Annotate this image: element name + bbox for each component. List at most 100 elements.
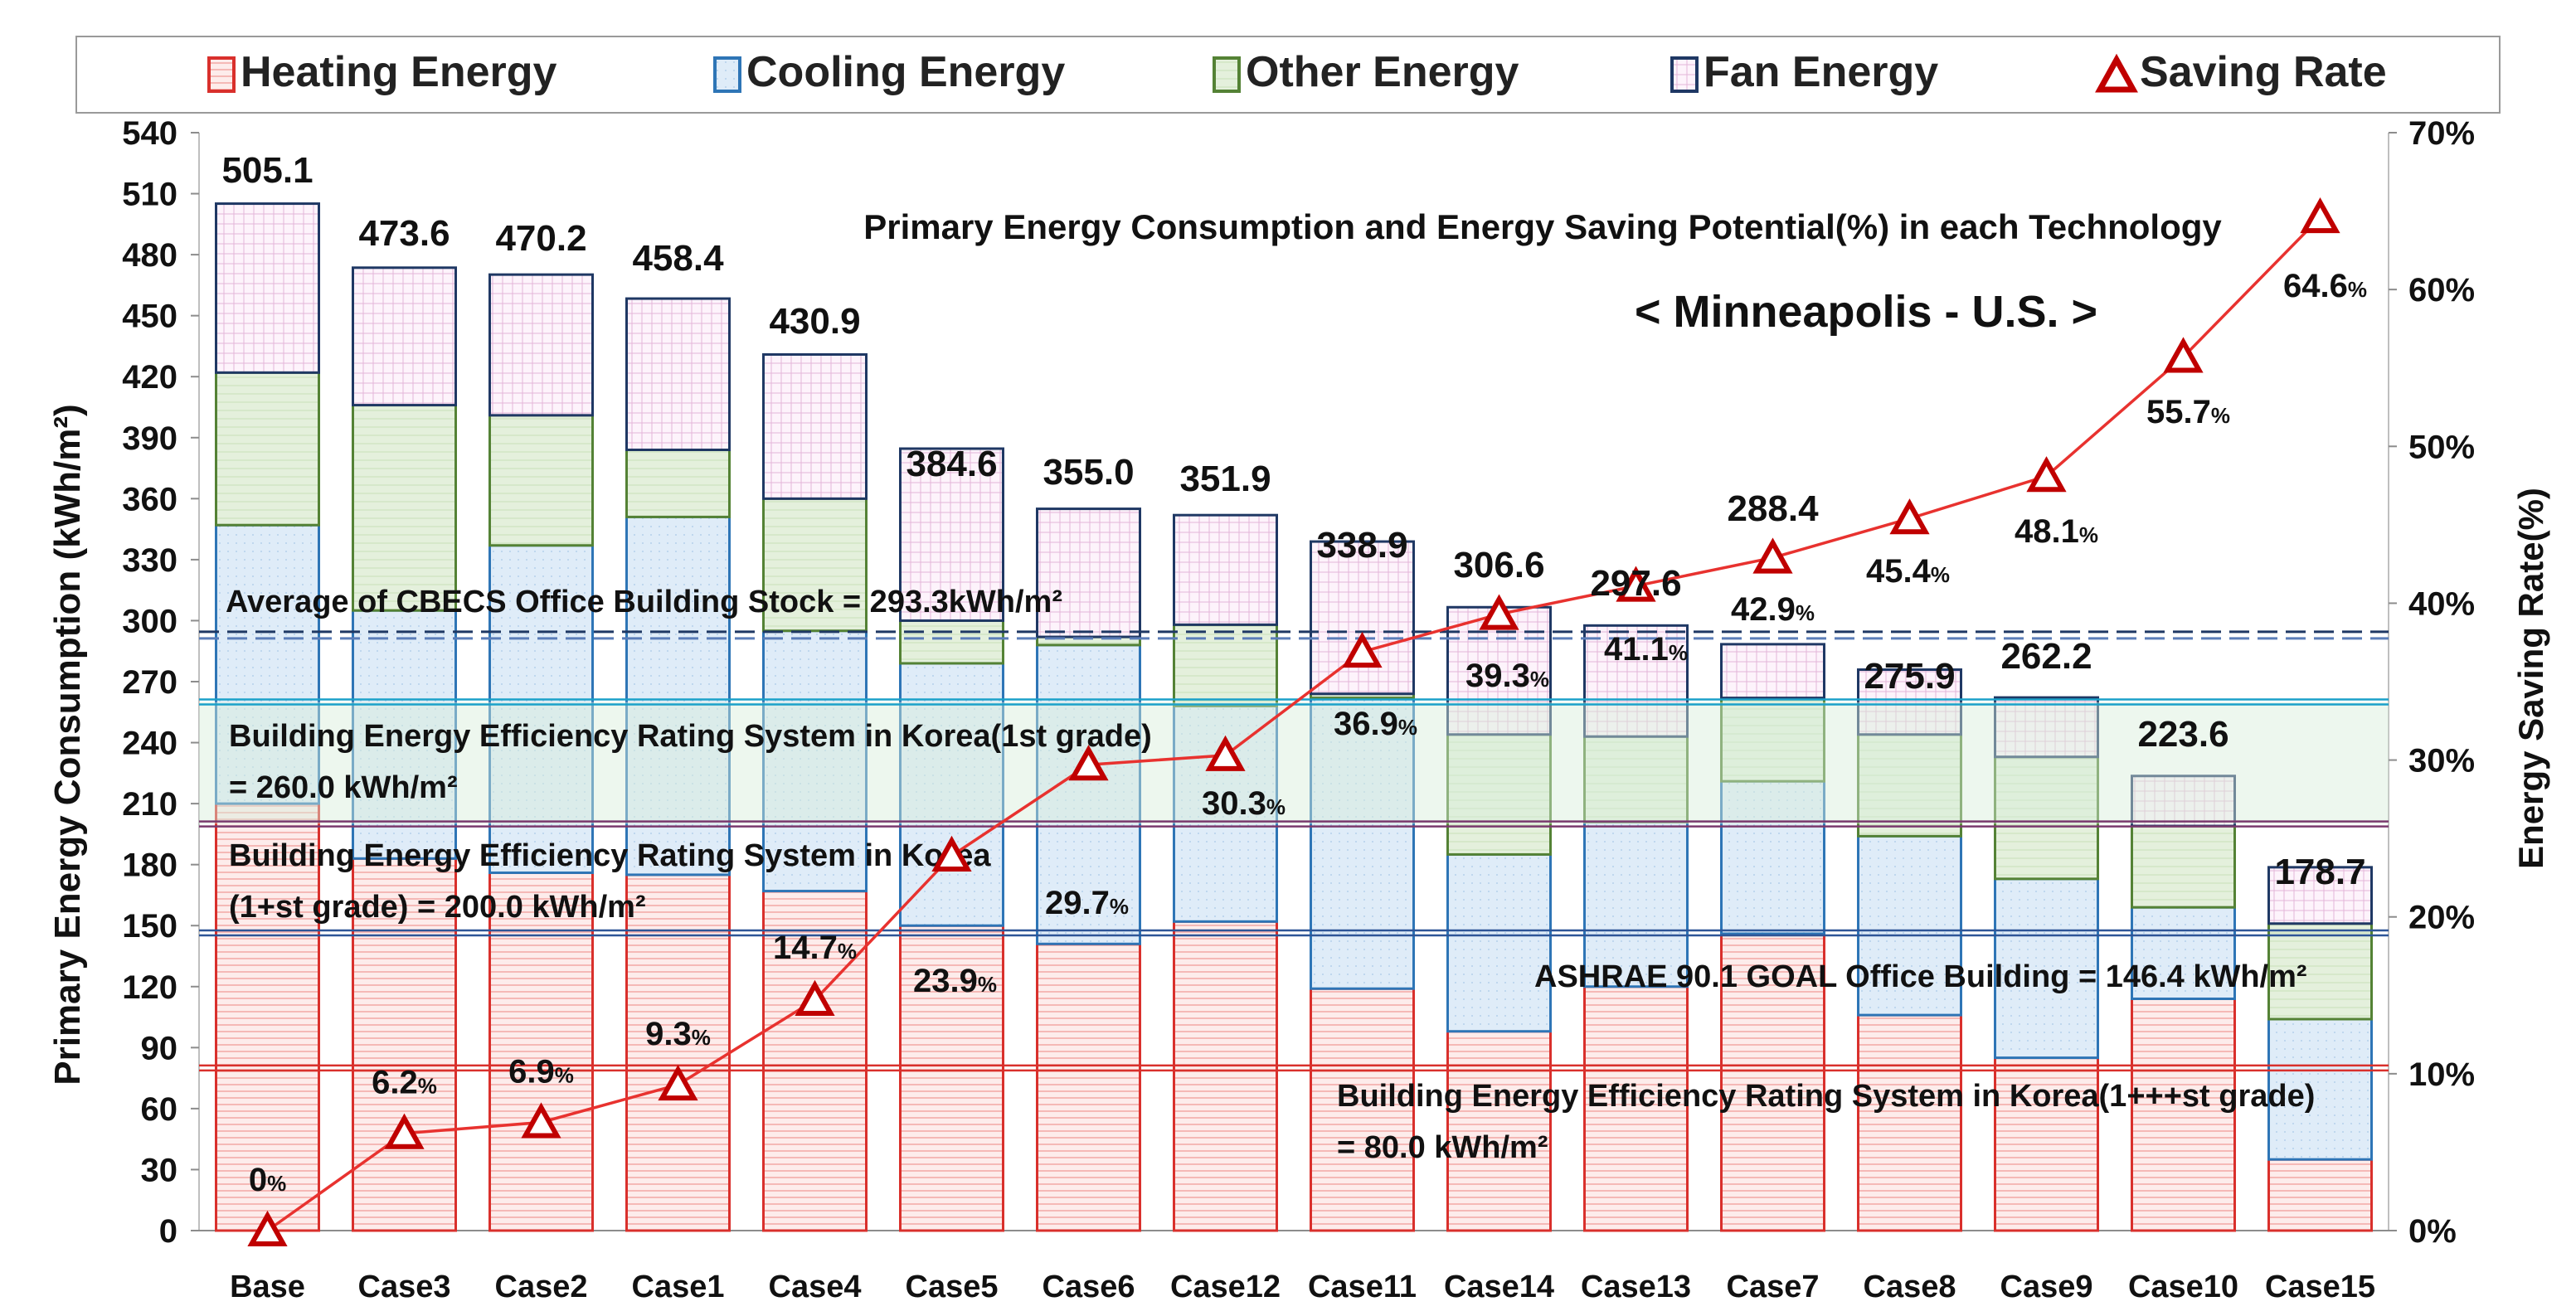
y-tick-label: 240 xyxy=(122,726,177,762)
bar-total-label: 470.2 xyxy=(495,218,586,259)
saving-rate-label: 6.9% xyxy=(508,1053,574,1090)
bar-segment-cooling xyxy=(762,629,868,893)
saving-rate-label: 23.9% xyxy=(913,963,997,999)
bar-segment-heating xyxy=(1857,1013,1962,1232)
x-tick-label: Case12 xyxy=(1170,1270,1281,1304)
saving-rate-marker xyxy=(795,979,835,1016)
bar-segment-other xyxy=(352,404,457,612)
bar-segment-heating xyxy=(1036,942,1141,1232)
bar-segment-heating xyxy=(2267,1158,2373,1232)
legend-box xyxy=(75,36,2501,114)
other-swatch xyxy=(1213,56,1241,93)
bar-segment-fan xyxy=(1036,507,1141,639)
saving-rate-label: 0% xyxy=(249,1162,286,1198)
bar-segment-other xyxy=(2267,922,2373,1021)
bar-segment-other xyxy=(1583,735,1689,823)
bar-segment-other xyxy=(2131,824,2236,909)
saving-rate-marker xyxy=(2300,197,2340,234)
bar-segment-heating xyxy=(2131,997,2236,1232)
x-tick-label: Case2 xyxy=(495,1270,588,1304)
y-tick-label: 60 xyxy=(141,1091,178,1128)
y2-tick-label: 40% xyxy=(2408,585,2475,622)
saving-rate-marker xyxy=(1752,537,1793,574)
bar-segment-fan xyxy=(2267,866,2373,925)
y-tick-label: 270 xyxy=(122,664,177,701)
bar-segment-cooling xyxy=(625,515,731,877)
x-tick-label: Base xyxy=(230,1270,305,1304)
bar-segment-cooling xyxy=(1720,779,1825,935)
legend-label-other: Other Energy xyxy=(1246,48,1519,96)
y-tick-label: 180 xyxy=(122,847,177,884)
bar-segment-heating xyxy=(625,873,731,1232)
bar-total-label: 384.6 xyxy=(906,444,997,484)
bar-segment-fan xyxy=(2131,775,2236,828)
saving-rate-label: 30.3% xyxy=(1202,785,1286,822)
bar-total-label: 288.4 xyxy=(1727,488,1819,529)
saving-rate-label: 48.1% xyxy=(2015,513,2098,550)
saving-rate-marker xyxy=(1205,735,1246,771)
y-tick-label: 210 xyxy=(122,786,177,823)
saving-rate-marker xyxy=(1479,594,1519,630)
saving-rate-label: 14.7% xyxy=(773,930,857,966)
saving-rate-marker xyxy=(247,1210,288,1246)
legend-label-fan: Fan Energy xyxy=(1704,48,1938,96)
saving-rate-label: 6.2% xyxy=(372,1065,437,1101)
x-tick-label: Case3 xyxy=(358,1270,451,1304)
bar-segment-other xyxy=(625,448,731,518)
korea-1plusplusplus-annotation: Building Energy Efficiency Rating System… xyxy=(1337,1079,2315,1114)
bar-total-label: 351.9 xyxy=(1179,459,1271,499)
bar-segment-fan xyxy=(488,273,594,417)
y-tick-label: 0 xyxy=(159,1213,177,1250)
y2-tick-label: 50% xyxy=(2408,429,2475,465)
x-tick-label: Case11 xyxy=(1308,1270,1417,1304)
saving-rate-marker xyxy=(521,1102,561,1139)
bar-segment-cooling xyxy=(1994,877,2099,1060)
x-tick-label: Case7 xyxy=(1727,1270,1820,1304)
bar-segment-fan xyxy=(762,352,868,500)
ashrae-annotation: ASHRAE 90.1 GOAL Office Building = 146.4… xyxy=(1534,959,2307,994)
bar-segment-other xyxy=(1173,623,1278,707)
y-tick-label: 420 xyxy=(122,359,177,396)
bar-segment-cooling xyxy=(352,609,457,860)
bar-total-label: 355.0 xyxy=(1043,452,1134,493)
saving-rate-line xyxy=(266,216,2321,1232)
saving-rate-label: 9.3% xyxy=(645,1016,711,1052)
stacked-bars xyxy=(215,202,2373,1232)
x-tick-label: Case9 xyxy=(2000,1270,2093,1304)
bar-segment-fan xyxy=(1720,643,1825,700)
bar-total-label: 275.9 xyxy=(1864,656,1955,697)
bar-segment-fan xyxy=(1583,624,1689,738)
y-tick-label: 90 xyxy=(141,1030,178,1066)
legend-item-other: Other Energy xyxy=(1213,48,1519,96)
bar-segment-fan xyxy=(1173,513,1278,626)
bar-total-label: 223.6 xyxy=(2137,714,2228,755)
bar-segment-other xyxy=(215,371,320,527)
y2-tick-label: 0% xyxy=(2408,1213,2457,1250)
saving-rate-marker xyxy=(2163,337,2204,373)
saving-rate-label: 45.4% xyxy=(1866,553,1950,590)
bar-total-label: 430.9 xyxy=(769,301,860,342)
legend-item-heating: Heating Energy xyxy=(207,48,557,96)
bar-segment-fan xyxy=(1310,540,1415,696)
y2-tick-label: 10% xyxy=(2408,1056,2475,1093)
bar-segment-heating xyxy=(1994,1056,2099,1232)
y-tick-label: 30 xyxy=(141,1152,178,1188)
y2-tick-label: 30% xyxy=(2408,743,2475,779)
legend-label-heating: Heating Energy xyxy=(241,48,557,96)
bar-segment-fan xyxy=(1857,668,1962,736)
bar-total-label: 306.6 xyxy=(1453,545,1544,585)
x-tick-label: Case4 xyxy=(769,1270,862,1304)
bar-segment-heating xyxy=(762,890,868,1232)
y-tick-label: 510 xyxy=(122,177,177,213)
saving-rate-label: 42.9% xyxy=(1731,591,1815,628)
axes: 0 30 60 90 120 150 180 210 240 270 300 330 360 390 420… xyxy=(122,115,2475,1304)
y-tick-label: 450 xyxy=(122,299,177,335)
saving-rate-marker xyxy=(931,835,972,872)
saving-rate-marker xyxy=(1616,566,1656,602)
chart-title: Primary Energy Consumption and Energy Sa… xyxy=(863,207,2222,246)
saving-rate-marker xyxy=(2026,456,2067,493)
y-tick-label: 300 xyxy=(122,603,177,639)
saving-rate-marker xyxy=(1342,631,1383,668)
x-tick-label: Case1 xyxy=(632,1270,725,1304)
y2-axis-title: Energy Saving Rate(%) xyxy=(2511,488,2550,869)
